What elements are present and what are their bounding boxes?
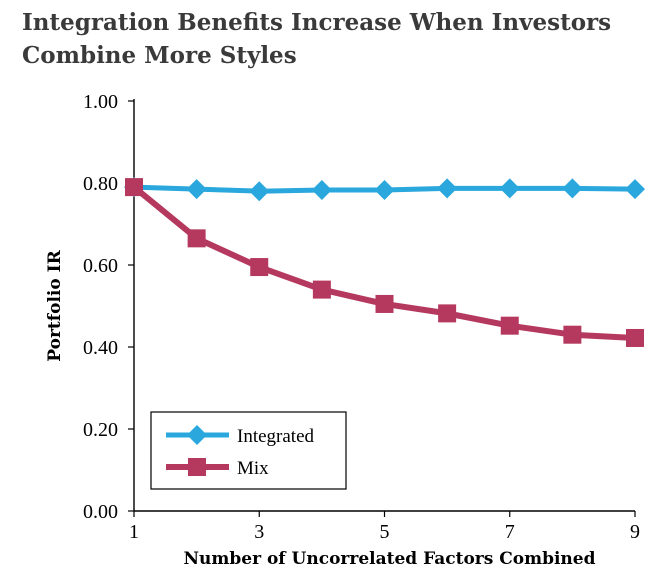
x-tick-label: 3	[254, 521, 264, 543]
mix-point	[626, 328, 644, 347]
series-integrated	[124, 177, 645, 202]
y-tick-label: 0.40	[83, 337, 118, 359]
y-tick-label: 0.20	[83, 419, 118, 441]
mix-point	[500, 316, 519, 335]
mix-point	[250, 258, 269, 277]
integrated-point	[311, 179, 332, 200]
legend-label: Mix	[237, 458, 269, 479]
legend-item-integrated: Integrated	[166, 425, 315, 447]
x-tick-label: 5	[380, 521, 390, 543]
integrated-point	[625, 179, 645, 200]
y-axis-title: Portfolio IR	[45, 249, 65, 361]
legend-item-mix: Mix	[166, 458, 269, 479]
mix-point	[187, 229, 206, 248]
y-tick-label: 0.80	[83, 173, 118, 195]
x-tick-label: 7	[505, 521, 515, 543]
mix-point	[375, 294, 394, 313]
y-axis-ticks: 0.00 0.20 0.40 0.60 0.80 1.00	[83, 91, 134, 523]
series-layer	[124, 177, 645, 347]
y-tick-label: 0.60	[83, 255, 118, 277]
legend-label: Integrated	[237, 426, 315, 447]
legend-box	[150, 411, 347, 490]
integrated-point	[374, 179, 395, 200]
x-axis-ticks: 1 3 5 7 9	[129, 511, 640, 543]
y-tick-label: 0.00	[83, 501, 118, 523]
integrated-point	[249, 181, 270, 202]
series-mix	[125, 178, 644, 347]
x-tick-label: 9	[630, 521, 640, 543]
chart-title-line-1: Integration Benefits Increase When Inves…	[22, 9, 612, 36]
chart-title: Integration Benefits Increase When Inves…	[22, 6, 662, 72]
x-axis-title: Number of Uncorrelated Factors Combined	[184, 549, 596, 569]
legend-swatch-marker	[188, 458, 206, 476]
integrated-point	[186, 179, 207, 200]
mix-line	[132, 184, 636, 341]
chart-title-line-2: Combine More Styles	[22, 42, 297, 69]
mix-point	[125, 178, 143, 197]
legend-swatch-marker	[187, 425, 207, 445]
mix-point	[563, 325, 582, 344]
y-tick-label: 1.00	[83, 91, 118, 113]
mix-point	[312, 280, 331, 299]
legend: Integrated Mix	[150, 411, 347, 490]
integrated-point	[499, 178, 520, 199]
integrated-point	[562, 178, 583, 199]
integrated-point	[437, 178, 458, 199]
mix-point	[438, 304, 457, 323]
x-tick-label: 1	[129, 521, 139, 543]
